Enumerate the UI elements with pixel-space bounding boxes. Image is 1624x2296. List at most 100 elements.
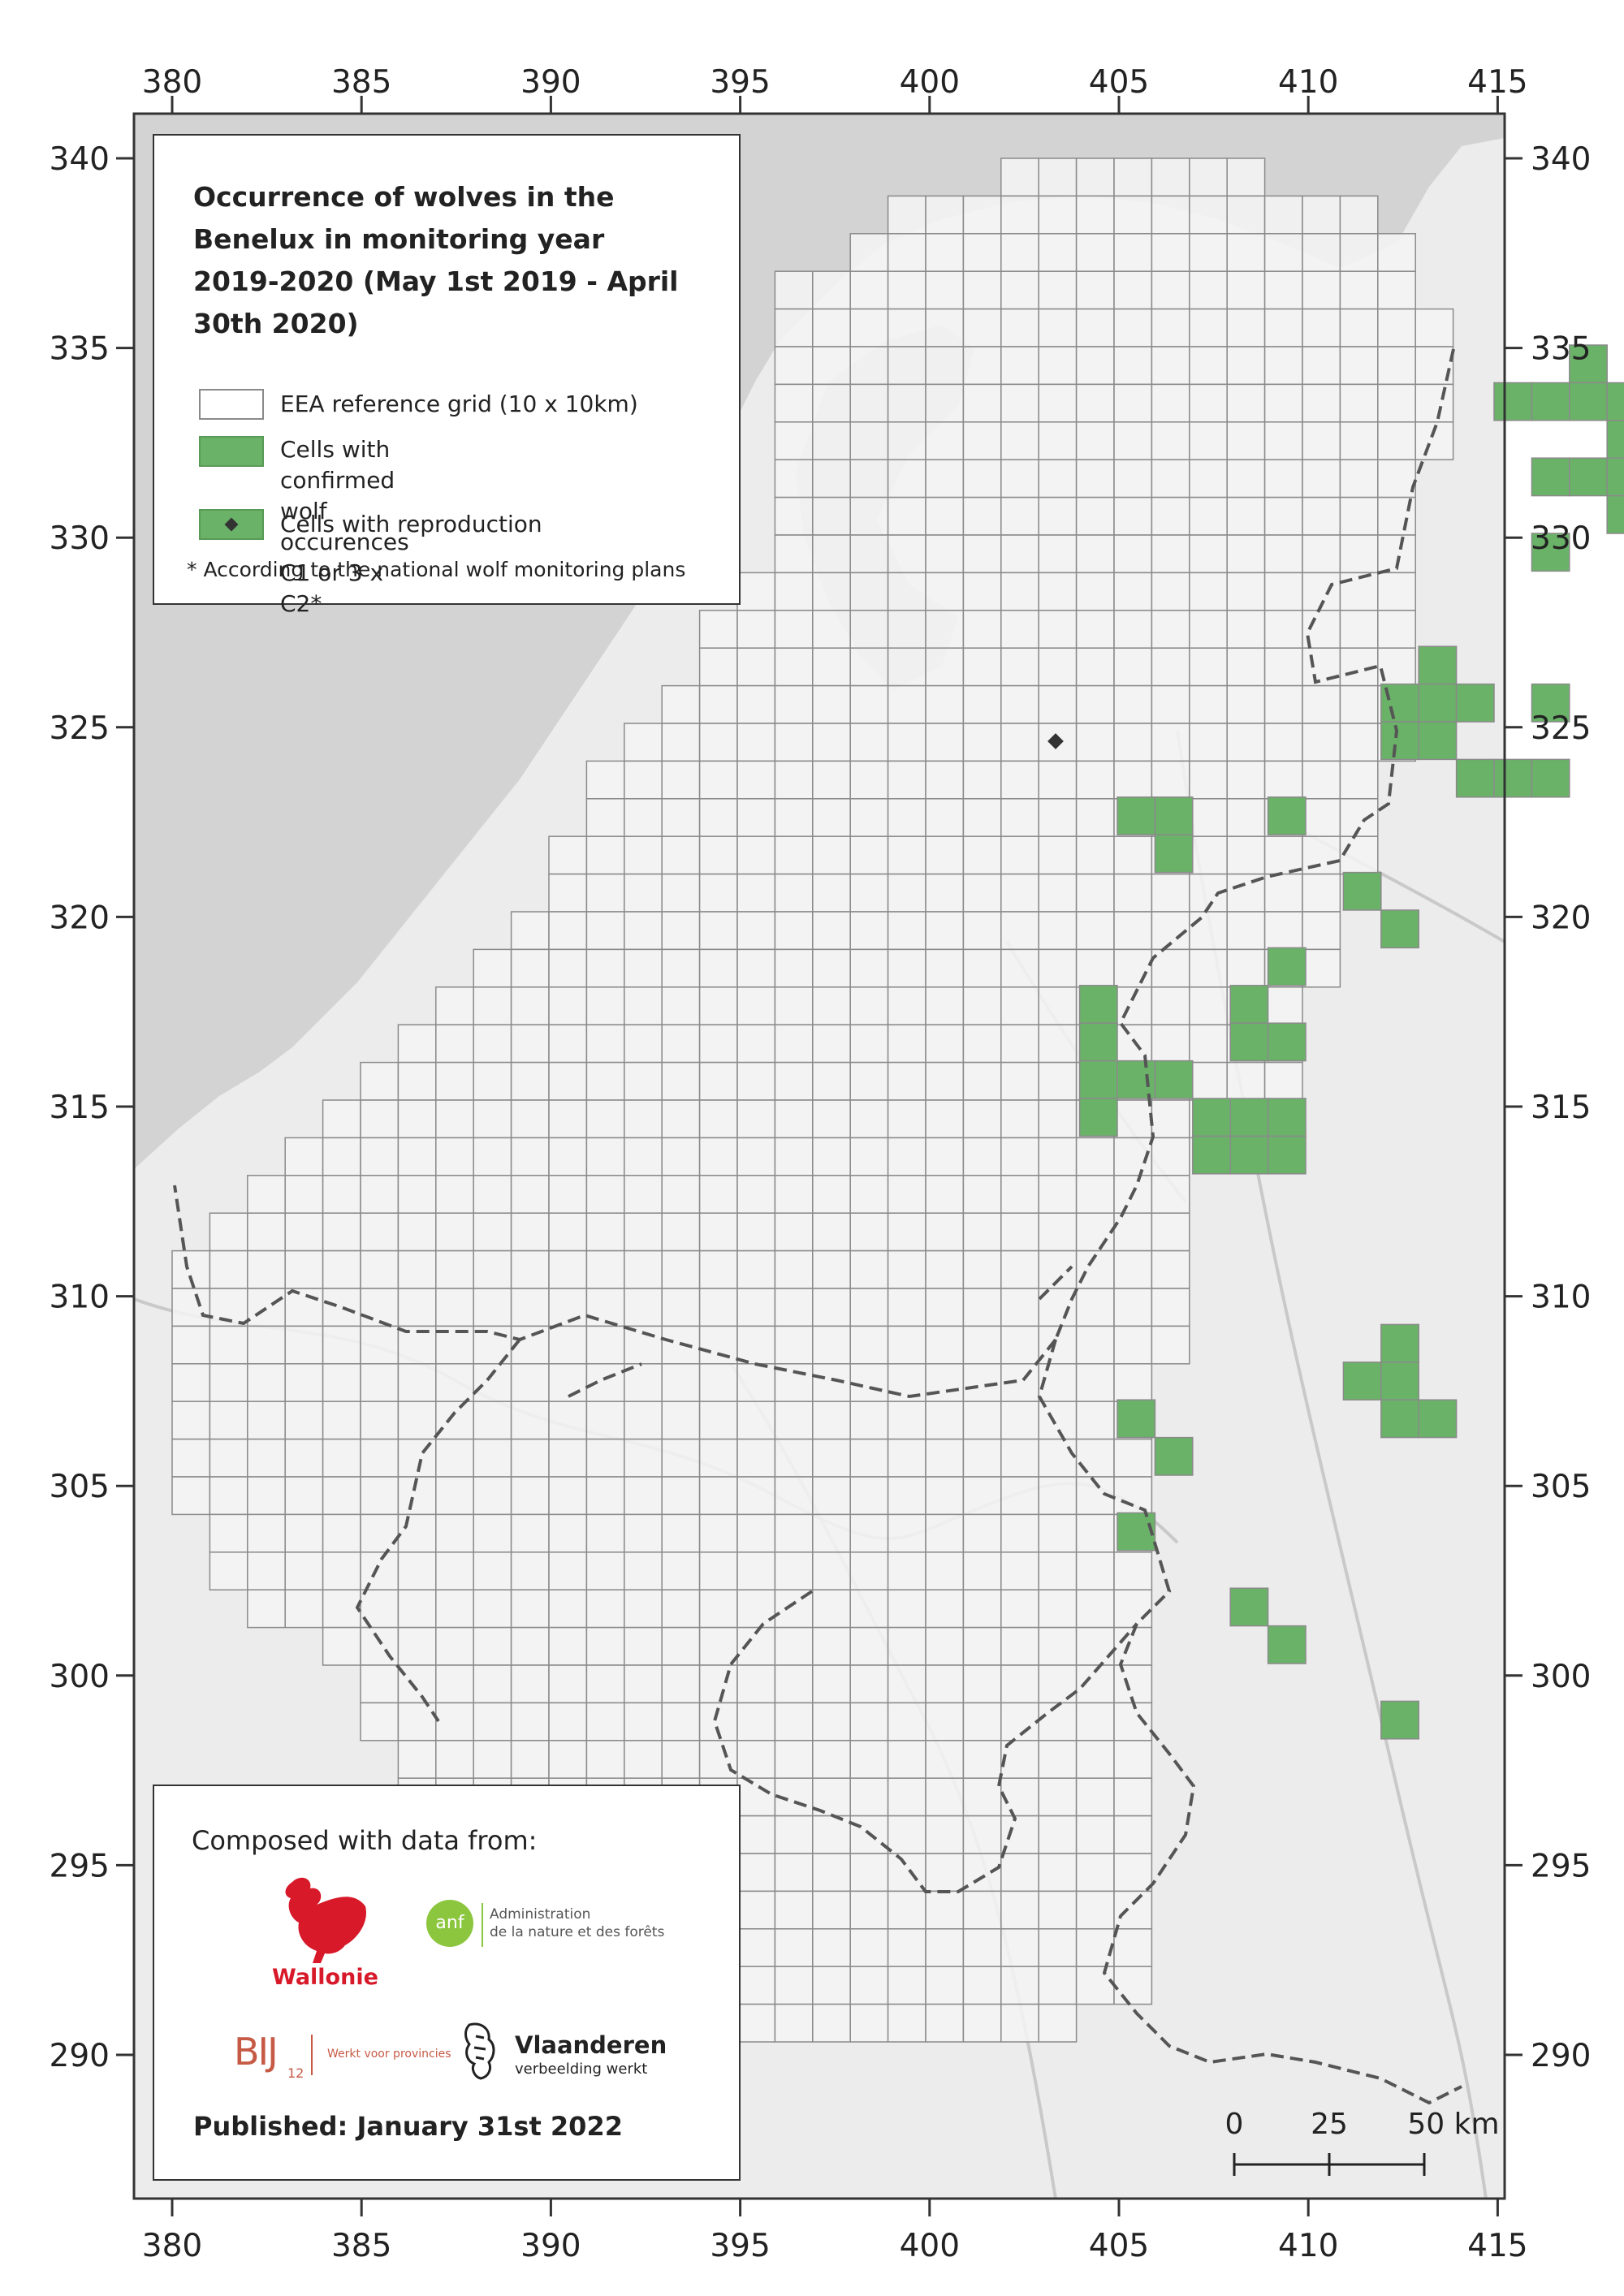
grid-cell [1000,421,1039,460]
grid-cell [1151,459,1190,498]
grid-cell [774,1061,814,1101]
grid-cell [322,1513,361,1553]
grid-cell [1302,911,1341,951]
grid-cell [774,1626,814,1666]
grid-cell [397,1400,437,1440]
wolf-occurrence-cell [1418,645,1458,685]
grid-cell [1075,1212,1115,1252]
grid-cell [962,1212,1002,1252]
grid-cell [360,1137,400,1176]
grid-cell [925,1363,965,1402]
grid-cell [849,911,889,951]
grid-cell [925,459,965,498]
legend-title: Occurrence of wolves in the Benelux in m… [193,181,679,339]
grid-cell [1113,723,1153,762]
grid-cell [1339,723,1379,762]
grid-cell [397,1024,437,1064]
grid-cell [736,798,776,837]
grid-cell [510,1099,550,1139]
grid-cell [962,270,1002,310]
grid-cell [812,1928,851,1967]
wolf-occurrence-cell [1531,457,1570,497]
grid-cell [925,1664,965,1704]
grid-cell [1226,1061,1266,1101]
grid-cell [736,1777,776,1817]
grid-cell [1113,1777,1153,1817]
grid-cell [1038,1552,1078,1590]
grid-cell [1189,684,1228,724]
grid-cell [397,1212,437,1252]
grid-cell [1189,496,1228,536]
grid-cell [661,1438,701,1478]
grid-cell [698,1740,738,1779]
grid-cell [1113,1589,1153,1629]
grid-cell [322,1626,361,1666]
grid-cell [962,1024,1002,1064]
grid-cell [1113,572,1153,611]
grid-cell [736,1513,776,1553]
grid-cell [1189,835,1228,875]
bij12-divider [311,2035,313,2075]
grid-cell [849,1175,889,1214]
grid-cell [1075,233,1115,272]
grid-cell [661,1626,701,1666]
grid-cell [661,1552,701,1590]
grid-cell [397,1137,437,1176]
grid-cell [661,986,701,1025]
grid-cell [585,1137,625,1176]
grid-cell [661,873,701,913]
wolf-occurrence-cell [1154,1436,1194,1476]
grid-cell [1038,1061,1078,1101]
grid-cell [925,1325,965,1365]
grid-cell [736,1400,776,1440]
grid-cell [1151,1175,1190,1214]
grid-cell [322,1099,361,1139]
y-axis-tick-label: 290 [50,2038,110,2074]
grid-cell [1000,1777,1039,1817]
grid-cell [774,1212,814,1252]
grid-cell [925,270,965,310]
grid-cell [1151,1212,1190,1252]
grid-cell [1113,1288,1153,1327]
grid-cell [812,1966,851,2005]
grid-cell [887,2003,926,2043]
grid-cell [887,610,926,649]
grid-cell [1226,948,1266,988]
grid-cell [284,1325,324,1365]
grid-cell [925,1589,965,1629]
grid-cell [1189,308,1228,347]
grid-cell [1113,1702,1153,1741]
grid-cell [1000,1966,1039,2005]
grid-cell [1038,496,1078,536]
grid-cell [1151,195,1190,235]
grid-cell [360,1249,400,1289]
grid-cell [774,1740,814,1779]
grid-cell [548,873,588,913]
grid-cell [1151,760,1190,800]
grid-cell [962,1853,1002,1892]
grid-cell [1189,383,1228,423]
grid-cell [774,1928,814,1967]
grid-cell [925,1966,965,2005]
grid-cell [887,873,926,913]
grid-cell [1075,308,1115,347]
grid-cell [548,1513,588,1553]
grid-cell [812,496,851,536]
anf-line-1: Administration [490,1906,591,1923]
grid-cell [1263,496,1303,536]
grid-cell [849,1099,889,1139]
vlaanderen-name: Vlaanderen [515,2031,667,2059]
grid-cell [1189,986,1228,1025]
grid-cell [397,1589,437,1629]
grid-cell [849,873,889,913]
grid-cell [962,948,1002,988]
grid-cell [624,1175,663,1214]
wolf-occurrence-cell [1192,1098,1231,1137]
wolf-occurrence-cell [1569,457,1608,497]
grid-cell [1075,1552,1115,1590]
grid-cell [774,270,814,310]
grid-cell [698,1626,738,1666]
grid-cell [1113,421,1153,460]
grid-cell [1226,835,1266,875]
wolf-occurrence-cell [1229,985,1269,1024]
